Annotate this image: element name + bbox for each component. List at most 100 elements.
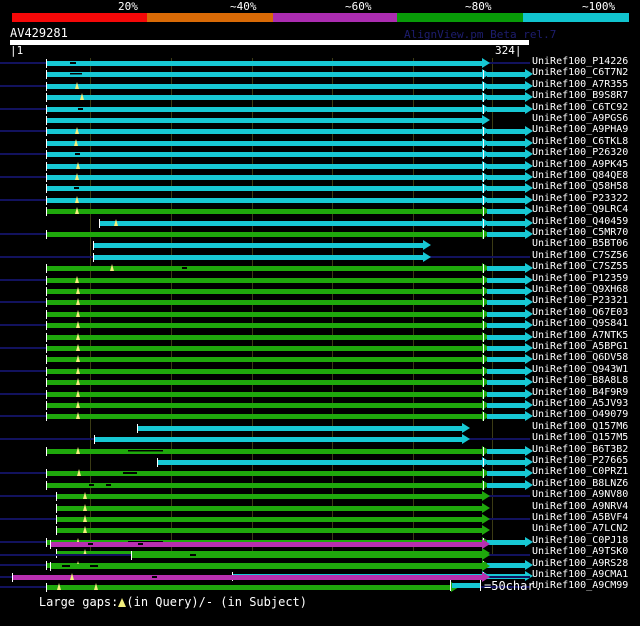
hsp-bar[interactable] — [46, 414, 482, 420]
hsp-bar-secondary[interactable] — [487, 152, 525, 158]
alignment-row[interactable] — [0, 502, 530, 514]
hsp-bar-secondary[interactable] — [487, 277, 525, 283]
hsp-bar-secondary[interactable] — [487, 163, 525, 169]
alignment-row[interactable] — [0, 365, 533, 377]
hit-link[interactable]: UniRef100_A9NV80 — [532, 489, 629, 501]
hit-link[interactable]: UniRef100_Q58H58 — [532, 181, 629, 193]
alignment-row[interactable] — [0, 137, 533, 149]
alignment-row[interactable] — [0, 479, 533, 491]
alignment-row[interactable] — [0, 491, 530, 502]
hit-link[interactable]: UniRef100_Q157M5 — [532, 432, 629, 444]
hit-link[interactable]: UniRef100_P23322 — [532, 192, 629, 204]
hsp-bar-secondary[interactable] — [487, 414, 525, 420]
hsp-bar[interactable] — [46, 266, 482, 272]
alignment-row[interactable] — [0, 194, 533, 206]
hsp-bar-secondary[interactable] — [487, 289, 525, 294]
hsp-bar-secondary[interactable] — [487, 539, 525, 545]
hsp-bar[interactable] — [46, 186, 482, 192]
alignment-row[interactable] — [0, 550, 530, 561]
hsp-bar-secondary[interactable] — [487, 106, 525, 112]
alignment-row[interactable] — [0, 69, 533, 80]
hsp-bar-secondary[interactable] — [487, 323, 525, 329]
hsp-bar-secondary[interactable] — [487, 482, 525, 488]
hsp-bar[interactable] — [56, 528, 482, 534]
hit-link[interactable]: UniRef100_P12359 — [532, 272, 629, 284]
hsp-bar-secondary[interactable] — [487, 95, 525, 101]
hsp-bar[interactable] — [46, 346, 482, 351]
hsp-bar[interactable] — [56, 517, 482, 522]
hsp-bar[interactable] — [46, 585, 451, 591]
hit-link[interactable]: UniRef100_Q6DV58 — [532, 352, 629, 364]
hit-link[interactable]: UniRef100_A9CM99 — [532, 580, 629, 592]
hit-link[interactable]: UniRef100_P26320 — [532, 147, 629, 159]
alignment-row[interactable] — [0, 286, 533, 297]
hsp-bar[interactable] — [94, 437, 462, 443]
hsp-bar[interactable] — [12, 575, 482, 580]
alignment-row[interactable] — [0, 561, 530, 572]
hsp-bar-secondary[interactable] — [487, 346, 525, 351]
alignment-row[interactable] — [0, 331, 533, 343]
hit-link[interactable]: UniRef100_A5JV93 — [532, 398, 629, 409]
hsp-bar[interactable] — [46, 61, 482, 66]
hsp-bar-secondary[interactable] — [487, 232, 525, 237]
alignment-row[interactable] — [0, 115, 530, 126]
hit-link[interactable]: UniRef100_Q40459 — [532, 215, 629, 227]
hsp-bar[interactable] — [157, 460, 482, 465]
hsp-bar[interactable] — [46, 163, 482, 169]
alignment-row[interactable] — [0, 229, 533, 240]
hsp-bar[interactable] — [46, 152, 482, 158]
alignment-row[interactable] — [0, 297, 533, 308]
hsp-bar[interactable] — [46, 289, 482, 294]
alignment-row[interactable] — [0, 572, 530, 583]
hsp-bar[interactable] — [46, 357, 482, 363]
hit-link[interactable]: UniRef100_Q943W1 — [532, 363, 629, 375]
alignment-row[interactable] — [0, 183, 533, 194]
hsp-bar-secondary[interactable] — [487, 72, 525, 78]
hsp-bar[interactable] — [46, 106, 482, 112]
hsp-bar-secondary[interactable] — [487, 391, 525, 397]
hsp-bar-secondary[interactable] — [487, 368, 525, 374]
alignment-row[interactable] — [0, 80, 533, 92]
hsp-bar[interactable] — [46, 471, 482, 477]
hsp-bar[interactable] — [46, 140, 482, 146]
hsp-bar[interactable] — [46, 368, 482, 374]
hsp-bar[interactable] — [46, 95, 482, 101]
hsp-bar-secondary[interactable] — [487, 140, 525, 146]
hit-link[interactable]: UniRef100_P14226 — [532, 56, 629, 67]
hit-link[interactable]: UniRef100_A9PGS6 — [532, 113, 629, 124]
hsp-bar[interactable] — [50, 542, 482, 547]
hsp-bar[interactable] — [46, 129, 482, 135]
hsp-bar-secondary[interactable] — [487, 380, 525, 386]
hsp-bar[interactable] — [46, 118, 482, 123]
hsp-bar-secondary[interactable] — [487, 357, 525, 363]
hsp-bar[interactable] — [46, 403, 482, 408]
hit-link[interactable]: UniRef100_A7NTK5 — [532, 329, 629, 341]
alignment-row[interactable] — [0, 400, 533, 411]
hsp-bar[interactable] — [46, 323, 482, 329]
hit-link[interactable]: UniRef100_Q67E03 — [532, 306, 629, 318]
hit-link[interactable]: UniRef100_O49079 — [532, 409, 629, 421]
hit-link[interactable]: UniRef100_Q9LRC4 — [532, 204, 629, 216]
hit-link[interactable]: UniRef100_B6T3B2 — [532, 443, 629, 455]
alignment-row[interactable] — [0, 343, 533, 354]
hit-link[interactable]: UniRef100_B5BT06 — [532, 238, 629, 250]
hsp-bar[interactable] — [46, 175, 482, 180]
alignment-row[interactable] — [0, 263, 533, 274]
hsp-bar[interactable] — [46, 277, 482, 283]
hit-link[interactable]: UniRef100_A5BPG1 — [532, 341, 629, 352]
alignment-row[interactable] — [0, 240, 530, 251]
hit-link[interactable]: UniRef100_C6T7N2 — [532, 67, 629, 79]
hsp-bar[interactable] — [46, 83, 482, 89]
alignment-row[interactable] — [0, 149, 533, 160]
hsp-bar[interactable] — [46, 300, 482, 306]
hit-link[interactable]: UniRef100_C6TC92 — [532, 101, 629, 113]
hit-link[interactable]: UniRef100_P23321 — [532, 295, 629, 307]
hit-link[interactable]: UniRef100_A9PHA9 — [532, 124, 629, 136]
hit-link[interactable]: UniRef100_A9PK45 — [532, 158, 629, 170]
hit-link[interactable]: UniRef100_P27665 — [532, 455, 629, 466]
hsp-bar[interactable] — [56, 505, 482, 511]
alignment-row[interactable] — [0, 103, 533, 115]
hit-link[interactable]: UniRef100_B8LNZ6 — [532, 477, 629, 489]
hsp-bar[interactable] — [46, 197, 482, 203]
alignment-row[interactable] — [0, 434, 530, 445]
